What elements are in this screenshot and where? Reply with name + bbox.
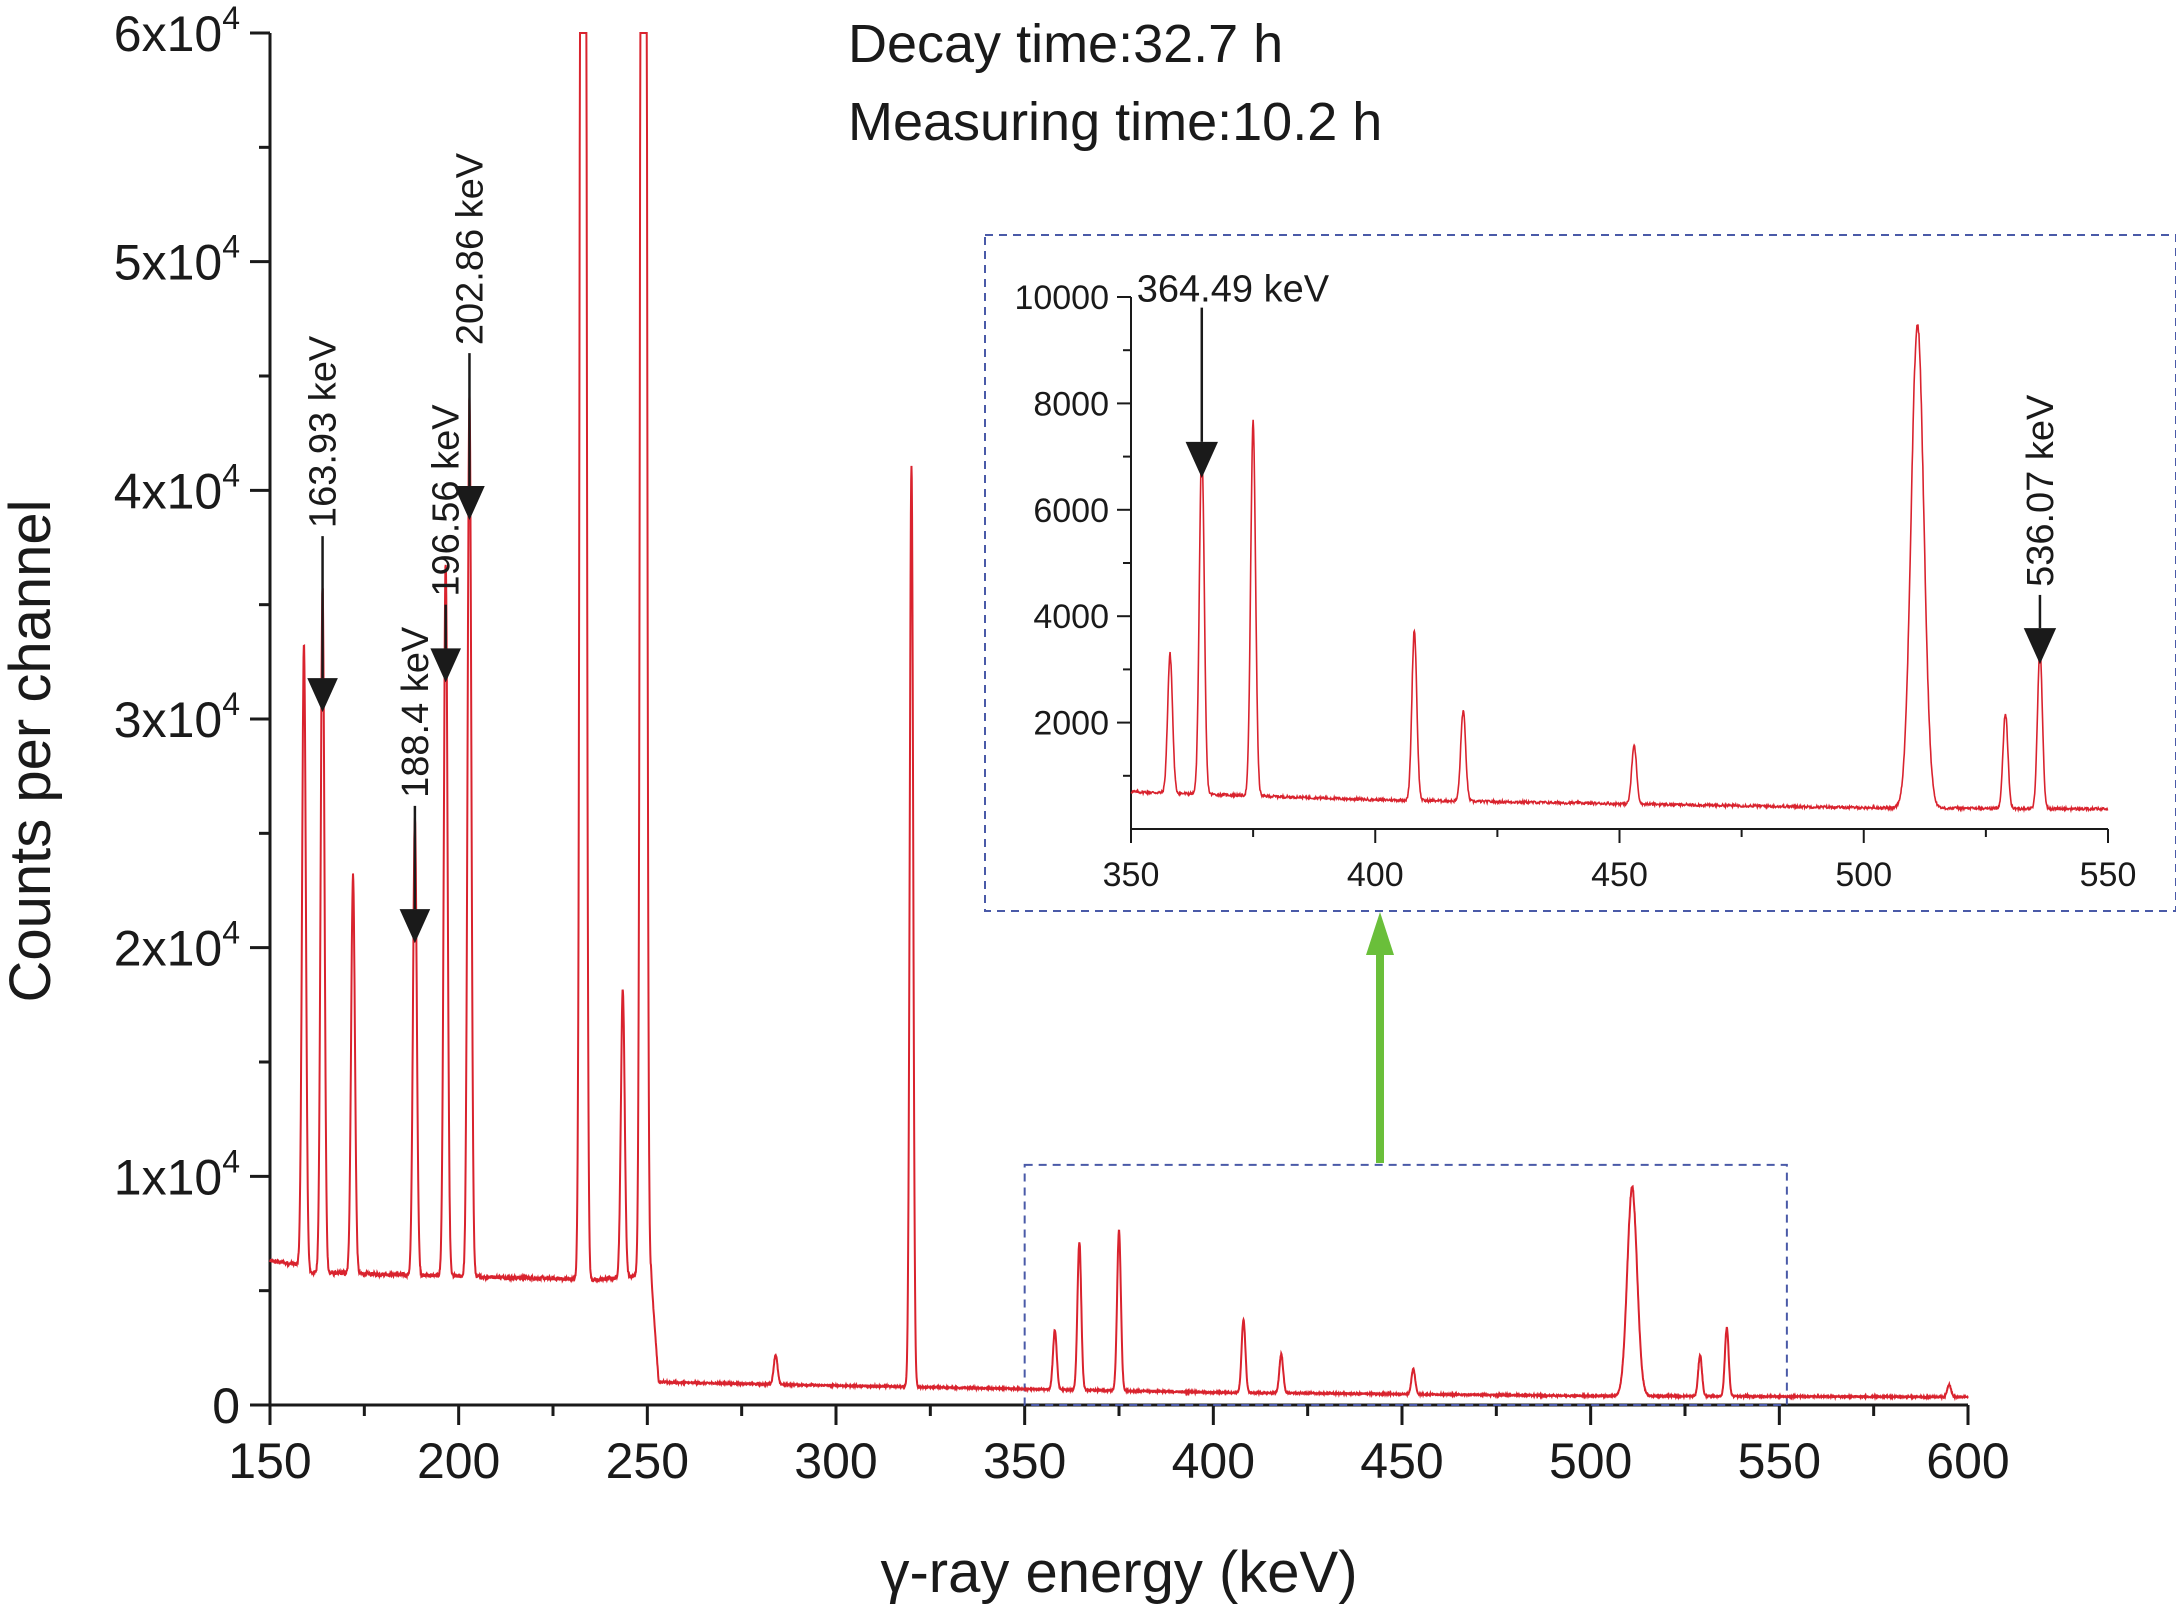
main-annotation-arrow-head bbox=[454, 486, 485, 521]
main-y-tick-label: 4x104 bbox=[114, 457, 240, 519]
inset-spectrum-line bbox=[1130, 324, 2109, 814]
inset-y-ticks: 2000 4000 6000 8000 10000 bbox=[1014, 279, 1131, 777]
main-annotation-arrow-head bbox=[399, 909, 431, 944]
inset-x-tick-label: 450 bbox=[1591, 856, 1648, 894]
main-x-tick-label: 400 bbox=[1172, 1433, 1255, 1489]
inset-x-ticks: 350 400 450 500 550 bbox=[1103, 829, 2137, 894]
inset-y-tick-label: 10000 bbox=[1014, 279, 1109, 317]
main-plot-area bbox=[269, 32, 1969, 1402]
inset-peak-annotations: 364.49 keV 536.07 keV bbox=[1137, 269, 2062, 665]
main-spectrum-line bbox=[269, 32, 1969, 1402]
main-x-tick-label: 450 bbox=[1360, 1433, 1443, 1489]
main-y-tick-label: 0 bbox=[212, 1378, 240, 1434]
decay-time-note: Decay time:32.7 h bbox=[848, 14, 1283, 74]
inset-x-tick-label: 400 bbox=[1347, 856, 1404, 894]
inset-y-tick-label: 6000 bbox=[1033, 492, 1109, 530]
inset-x-tick-label: 350 bbox=[1103, 856, 1160, 894]
main-annotation-arrow-head bbox=[307, 678, 338, 713]
main-y-tick-label: 5x104 bbox=[114, 229, 240, 291]
inset-y-tick-label: 2000 bbox=[1033, 705, 1109, 743]
main-y-tick-label: 3x104 bbox=[114, 686, 240, 748]
main-x-tick-label: 200 bbox=[417, 1433, 500, 1489]
zoom-arrow bbox=[1366, 912, 1394, 1163]
main-axes: 150 200 250 300 350 400 450 500 550 600 0 1x104 2x1… bbox=[114, 0, 2010, 1489]
main-y-ticks: 0 1x104 2x104 3x104 4x104 5x104 6x104 bbox=[114, 0, 270, 1434]
inset-x-tick-label: 550 bbox=[2080, 856, 2137, 894]
x-axis-title: γ-ray energy (keV) bbox=[880, 1540, 1357, 1605]
measuring-time-note: Measuring time:10.2 h bbox=[848, 92, 1382, 152]
inset-annotation-arrow-head bbox=[2023, 628, 2057, 665]
inset-annotation-arrow-head bbox=[1185, 441, 1218, 478]
main-x-tick-label: 550 bbox=[1738, 1433, 1821, 1489]
main-y-tick-label: 2x104 bbox=[114, 915, 240, 977]
main-x-tick-label: 300 bbox=[794, 1433, 877, 1489]
inset-frame bbox=[984, 234, 2176, 912]
main-x-tick-label: 250 bbox=[606, 1433, 689, 1489]
zoom-region-rect bbox=[1023, 1163, 1788, 1407]
main-x-tick-label: 500 bbox=[1549, 1433, 1632, 1489]
main-y-tick-label: 6x104 bbox=[114, 0, 240, 62]
main-peak-label: 163.93 keV bbox=[303, 335, 345, 528]
main-annotation-arrow-head bbox=[430, 648, 461, 683]
inset-peak-label: 536.07 keV bbox=[2020, 394, 2062, 587]
main-x-ticks: 150 200 250 300 350 400 450 500 550 600 bbox=[228, 1405, 2010, 1489]
main-x-tick-label: 350 bbox=[983, 1433, 1066, 1489]
y-axis-title: Counts per channel bbox=[0, 500, 63, 1003]
inset-y-tick-label: 8000 bbox=[1033, 385, 1109, 423]
main-y-tick-label: 1x104 bbox=[114, 1143, 240, 1205]
inset-peak-label: 364.49 keV bbox=[1137, 269, 1330, 311]
main-x-tick-label: 600 bbox=[1926, 1433, 2009, 1489]
zoom-region-box bbox=[1023, 1163, 1788, 1407]
main-x-tick-label: 150 bbox=[228, 1433, 311, 1489]
inset-plot-area bbox=[1130, 324, 2109, 814]
inset-axes: 350 400 450 500 550 2000 4000 6000 8000 10000 bbox=[1014, 279, 2136, 894]
inset-y-tick-label: 4000 bbox=[1033, 598, 1109, 636]
main-peak-label: 202.86 keV bbox=[449, 152, 491, 345]
inset-x-tick-label: 500 bbox=[1835, 856, 1892, 894]
main-peak-label: 188.4 keV bbox=[395, 626, 437, 798]
